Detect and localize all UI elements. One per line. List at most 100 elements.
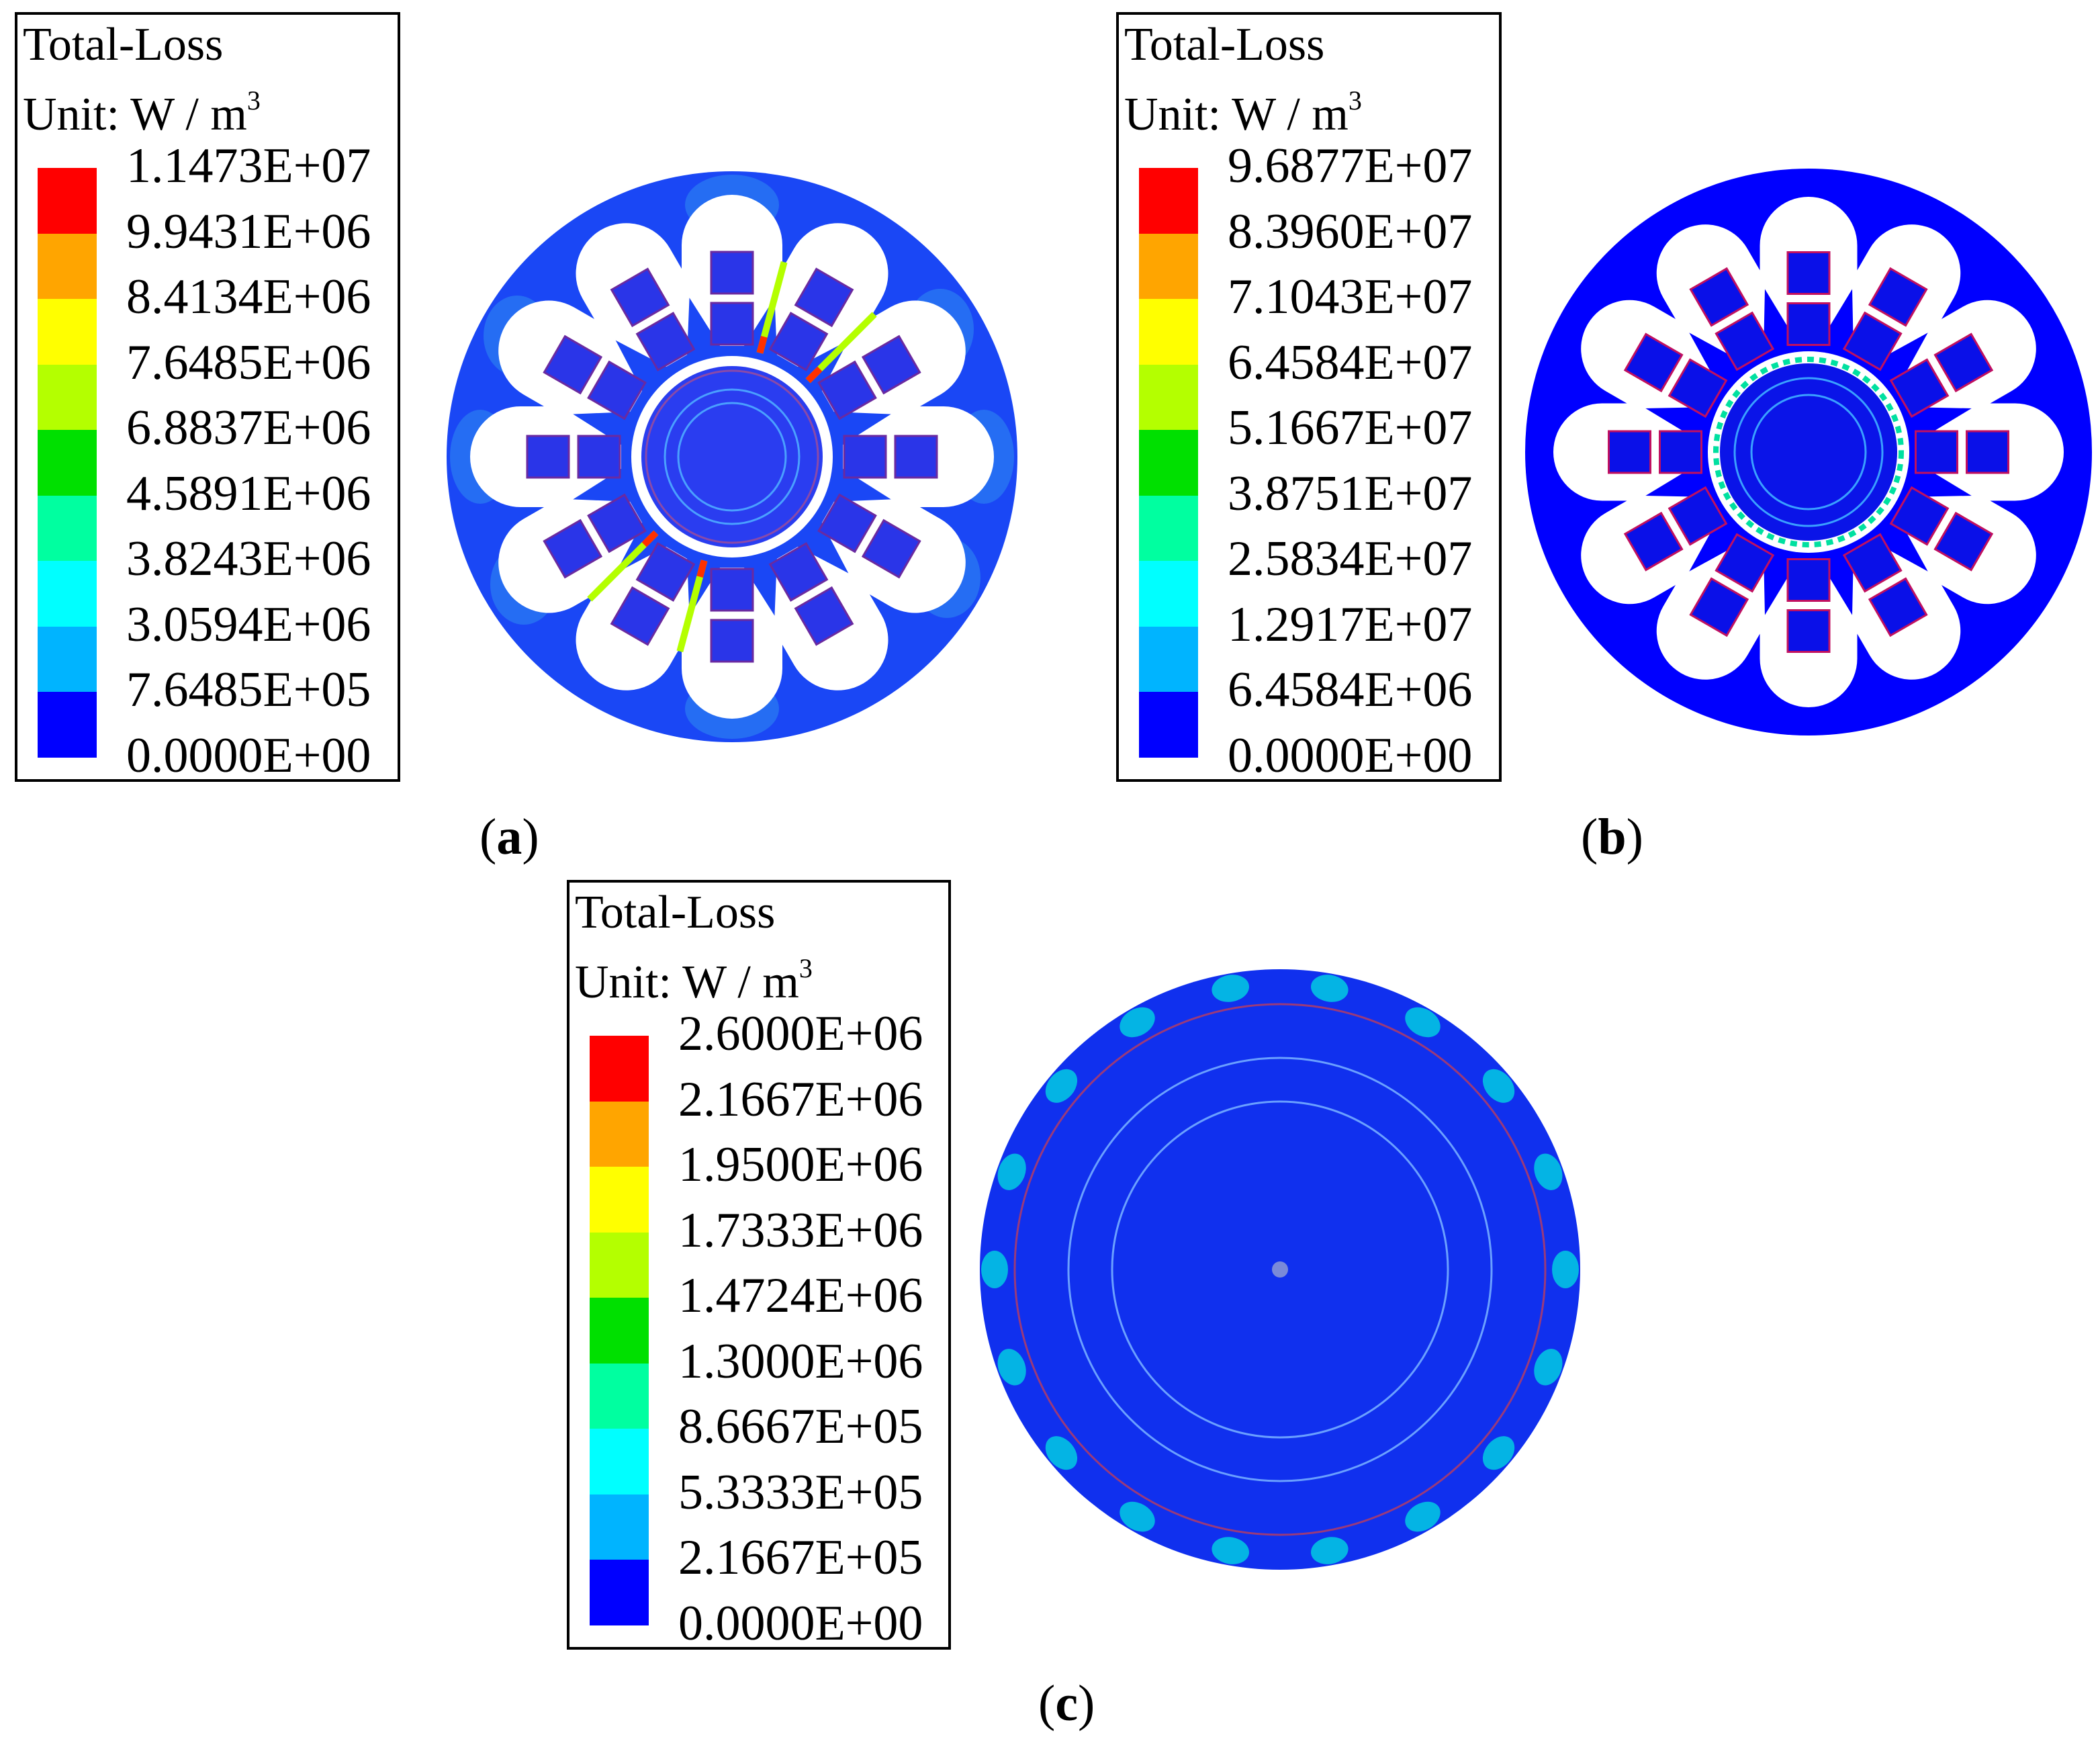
rotor-ring-mid bbox=[1067, 1057, 1493, 1482]
conductor bbox=[1842, 533, 1903, 593]
conductor bbox=[1966, 430, 2009, 474]
rotor-ring-outer bbox=[1733, 377, 1884, 527]
legend-color-swatch bbox=[38, 495, 97, 561]
eddy-spot bbox=[1405, 1007, 1441, 1038]
rotor-ring-inner bbox=[1111, 1100, 1449, 1439]
surface-eddy-loss-spots bbox=[981, 975, 1579, 1564]
conductor bbox=[1786, 302, 1831, 346]
legend-tick-label: 1.4724E+06 bbox=[678, 1268, 923, 1323]
legend-tick-label: 1.2917E+07 bbox=[1228, 596, 1473, 652]
stator-slot bbox=[682, 195, 782, 346]
legend-color-swatch bbox=[1139, 495, 1198, 561]
stator-slot bbox=[768, 542, 888, 690]
legend-tick-label: 2.1667E+05 bbox=[678, 1530, 923, 1585]
legend-panel-c: Total-Loss Unit: W / m3 2.6000E+06 2.1667… bbox=[567, 880, 951, 1650]
stator-slot bbox=[682, 568, 782, 719]
conductor bbox=[610, 267, 670, 328]
rotor-ring-mid bbox=[664, 388, 801, 525]
conductor bbox=[768, 542, 829, 602]
stator-slot bbox=[576, 223, 696, 371]
legend-tick-label: 0.0000E+00 bbox=[1228, 727, 1473, 783]
conductor bbox=[1889, 358, 1950, 418]
legend-color-swatch bbox=[1139, 299, 1198, 365]
legend-color-swatch bbox=[38, 692, 97, 758]
legend-title: Total-Loss bbox=[23, 19, 224, 71]
legend-title: Total-Loss bbox=[1124, 19, 1325, 71]
conductor bbox=[1608, 430, 1651, 474]
stator-slot bbox=[768, 223, 888, 371]
conductor bbox=[577, 435, 621, 479]
conductor bbox=[1623, 332, 1684, 393]
legend-color-swatch bbox=[590, 1560, 649, 1625]
conductor bbox=[635, 312, 696, 371]
eddy-spot bbox=[1534, 1349, 1563, 1386]
legend-tick-label: 5.3333E+05 bbox=[678, 1464, 923, 1520]
legend-tick-label: 2.6000E+06 bbox=[678, 1006, 923, 1061]
legend-tick-label: 7.6485E+05 bbox=[126, 662, 371, 717]
legend-color-swatch bbox=[38, 430, 97, 496]
conductor bbox=[1842, 311, 1903, 371]
legend-tick-label: 1.9500E+06 bbox=[678, 1137, 923, 1192]
legend-panel-b: Total-Loss Unit: W / m3 9.6877E+07 8.3960… bbox=[1116, 12, 1502, 782]
conductor bbox=[861, 334, 921, 395]
eddy-spot bbox=[1212, 1537, 1249, 1564]
conductor bbox=[1659, 430, 1702, 474]
caption-c: (c) bbox=[1038, 1675, 1095, 1732]
legend-tick-label: 2.1667E+06 bbox=[678, 1071, 923, 1127]
conductor bbox=[526, 435, 570, 479]
eddy-spot bbox=[1120, 1007, 1155, 1038]
conductor bbox=[817, 360, 877, 420]
conductor bbox=[543, 334, 603, 395]
center-marker bbox=[1272, 1261, 1288, 1278]
legend-color-swatch bbox=[590, 1232, 649, 1298]
legend-panel-a: Total-Loss Unit: W / m3 1.1473E+07 9.9431… bbox=[15, 12, 400, 782]
high-loss-tooth-tips bbox=[587, 261, 877, 653]
legend-tick-label: 2.5834E+07 bbox=[1228, 531, 1473, 586]
legend-tick-label: 1.3000E+06 bbox=[678, 1333, 923, 1389]
conductor bbox=[794, 586, 854, 646]
tooth-loss-strip bbox=[676, 560, 708, 653]
legend-unit: Unit: W / m3 bbox=[1124, 85, 1362, 140]
legend-color-swatch bbox=[590, 1036, 649, 1102]
tooth-loss-strip bbox=[587, 530, 659, 602]
stator-slot bbox=[1842, 533, 1961, 680]
legend-tick-label: 0.0000E+00 bbox=[678, 1595, 923, 1651]
eddy-spot bbox=[1045, 1436, 1078, 1470]
stator-slot bbox=[470, 406, 621, 507]
legend-color-swatch bbox=[1139, 168, 1198, 234]
conductor bbox=[843, 435, 887, 479]
loss-contour-plot-c bbox=[980, 969, 1580, 1570]
legend-color-swatch bbox=[38, 299, 97, 365]
legend-tick-label: 3.8243E+06 bbox=[126, 531, 371, 586]
rotor-ring-inner bbox=[677, 402, 787, 512]
legend-color-swatch bbox=[1139, 692, 1198, 758]
legend-color-swatch bbox=[1139, 561, 1198, 627]
legend-tick-label: 8.3960E+07 bbox=[1228, 204, 1473, 259]
legend-tick-label: 6.4584E+06 bbox=[1228, 662, 1473, 717]
legend-color-swatch bbox=[38, 364, 97, 430]
eddy-spot bbox=[1405, 1501, 1441, 1532]
stator-slot bbox=[576, 542, 696, 690]
legend-tick-label: 6.4584E+07 bbox=[1228, 334, 1473, 390]
legend-tick-label: 7.6485E+06 bbox=[126, 334, 371, 390]
legend-color-swatch bbox=[590, 1298, 649, 1364]
legend-unit: Unit: W / m3 bbox=[23, 85, 261, 140]
conductor bbox=[710, 302, 754, 346]
conductor bbox=[794, 267, 854, 328]
legend-color-swatch bbox=[590, 1363, 649, 1429]
legend-color-swatch bbox=[38, 561, 97, 627]
stator-slot bbox=[1656, 224, 1775, 371]
conductor bbox=[1915, 430, 1958, 474]
legend-tick-label: 0.0000E+00 bbox=[126, 727, 371, 783]
eddy-spot bbox=[1120, 1501, 1155, 1532]
legend-color-swatch bbox=[38, 233, 97, 299]
legend-tick-label: 8.4134E+06 bbox=[126, 269, 371, 324]
stator-slot bbox=[1889, 300, 2036, 418]
legend-tick-label: 1.1473E+07 bbox=[126, 138, 371, 193]
legend-title: Total-Loss bbox=[575, 887, 776, 938]
stator-slot bbox=[843, 406, 994, 507]
legend-tick-label: 3.0594E+06 bbox=[126, 596, 371, 652]
legend-color-swatch bbox=[1139, 430, 1198, 496]
eddy-spot bbox=[1482, 1069, 1515, 1103]
conductor bbox=[817, 493, 877, 553]
